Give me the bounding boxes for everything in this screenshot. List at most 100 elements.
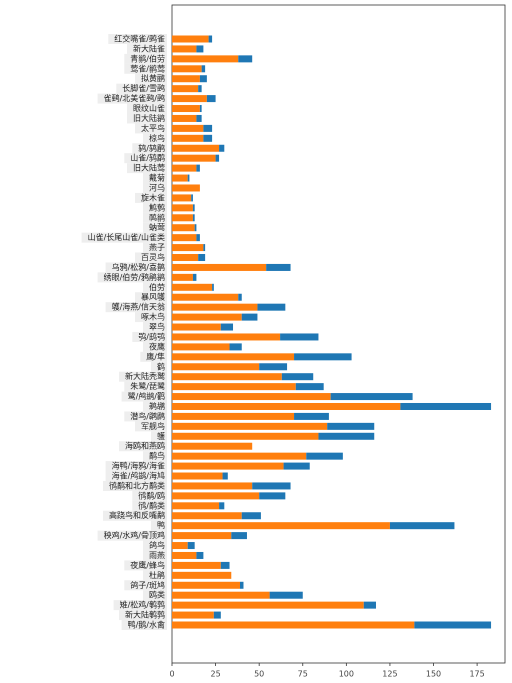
bar-segment: [191, 194, 193, 202]
label-background: [135, 312, 167, 323]
bar-segment: [231, 532, 247, 540]
label-background: [151, 361, 167, 372]
bar-segment: [192, 204, 195, 212]
bar-segment: [241, 313, 258, 321]
bar-segment: [400, 402, 492, 410]
y-tick-label: 鸥类: [149, 590, 165, 600]
y-tick-label: 燕子: [149, 242, 165, 252]
bar-segment: [172, 114, 197, 122]
label-background: [124, 63, 167, 74]
label-background: [97, 530, 167, 541]
bar-segment: [172, 551, 197, 559]
y-tick-label: 鸻/鹬类: [138, 500, 165, 510]
bar-segment: [172, 571, 232, 579]
label-background: [143, 590, 167, 601]
label-background: [143, 540, 167, 551]
label-background: [140, 351, 167, 362]
y-tick-label: 山雀/长尾山雀/山雀类: [88, 232, 165, 242]
bar-segment: [241, 512, 261, 520]
bar-segment: [196, 234, 200, 242]
bar-segment: [172, 303, 258, 311]
bar-segment: [257, 303, 286, 311]
label-backgrounds: [81, 34, 167, 630]
label-background: [124, 411, 167, 422]
bar-segment: [172, 323, 221, 331]
y-tick-label: 海雀/鸬鹚/海鸠: [112, 471, 165, 481]
bar-segment: [213, 611, 221, 619]
bar-segment: [229, 343, 242, 351]
bar-segment: [172, 591, 270, 599]
label-background: [108, 34, 167, 44]
bar-segment: [172, 273, 193, 281]
label-background: [143, 173, 167, 184]
bar-segment: [198, 85, 202, 93]
y-tick-label: 鸽子/斑鸠: [130, 580, 165, 590]
bar-segment: [172, 134, 204, 142]
bar-segment: [238, 55, 253, 63]
label-background: [124, 560, 167, 571]
x-tick-label: 150: [426, 670, 441, 679]
bar-segment: [172, 65, 202, 73]
y-tick-label: 鸽鸟: [149, 540, 165, 550]
label-background: [143, 182, 167, 193]
y-tick-label: 长脚雀/雪鹀: [122, 83, 165, 93]
y-tick-label: 河乌: [149, 182, 165, 192]
bar-segment: [208, 35, 213, 43]
bar-segment: [172, 124, 204, 132]
y-tick-label: 海鸭/海鸦/海雀: [112, 461, 165, 471]
bar-segment: [172, 95, 207, 103]
label-background: [135, 252, 167, 263]
bar-segment: [172, 144, 220, 152]
label-background: [143, 401, 167, 412]
bar-segment: [215, 154, 220, 162]
bar-segment: [172, 45, 197, 53]
label-background: [135, 73, 167, 84]
x-tick-label: 25: [210, 670, 220, 679]
bar-segment: [199, 75, 207, 83]
bar-segment: [220, 561, 230, 569]
x-tick-label: 125: [382, 670, 397, 679]
bar-segment: [172, 35, 209, 43]
y-tick-label: 杜鹃: [149, 570, 165, 580]
y-tick-label: 潜鸟/䴙䴘: [130, 411, 165, 421]
label-background: [132, 331, 167, 342]
bar-segment: [194, 224, 197, 232]
bar-segment: [281, 373, 314, 381]
bar-segment: [283, 462, 310, 470]
bar-segment: [220, 323, 234, 331]
bar-segment: [172, 621, 415, 629]
y-tick-label: 雨燕: [149, 550, 165, 560]
y-tick-label: 新大陆雀: [133, 43, 165, 53]
bar-segment: [280, 333, 319, 341]
bar-segment: [172, 412, 295, 420]
label-background: [127, 163, 167, 174]
bar-segment: [172, 462, 284, 470]
bar-segment: [196, 551, 204, 559]
y-tick-label: 新大陆秃鹫: [125, 371, 165, 381]
bar-segment: [330, 393, 413, 401]
bar-segment: [414, 621, 492, 629]
bar-segment: [172, 184, 200, 192]
label-background: [97, 93, 167, 104]
x-tick-label: 175: [469, 670, 484, 679]
label-background: [143, 282, 167, 293]
y-tick-label: 䴓鹟: [149, 212, 165, 222]
y-tick-label: 眼纹山雀: [133, 103, 165, 113]
bar-segment: [172, 522, 390, 530]
bar-segment: [172, 204, 193, 212]
bar-segment: [172, 422, 328, 430]
bar-segment: [172, 254, 199, 262]
y-tick-label: 鸻鹬/鸥: [138, 490, 165, 500]
label-background: [119, 441, 167, 452]
label-background: [143, 133, 167, 144]
y-tick-label: 翠鸟: [149, 322, 165, 332]
y-tick-label: 鹤: [157, 361, 165, 371]
label-background: [105, 471, 167, 482]
y-tick-label: 旧大陆鹟: [133, 113, 165, 123]
label-background: [124, 53, 167, 64]
y-tick-label: 旧大陆莺: [133, 163, 165, 173]
bar-segment: [172, 105, 200, 113]
bar-segment: [172, 393, 331, 401]
bar-segment: [187, 174, 190, 182]
